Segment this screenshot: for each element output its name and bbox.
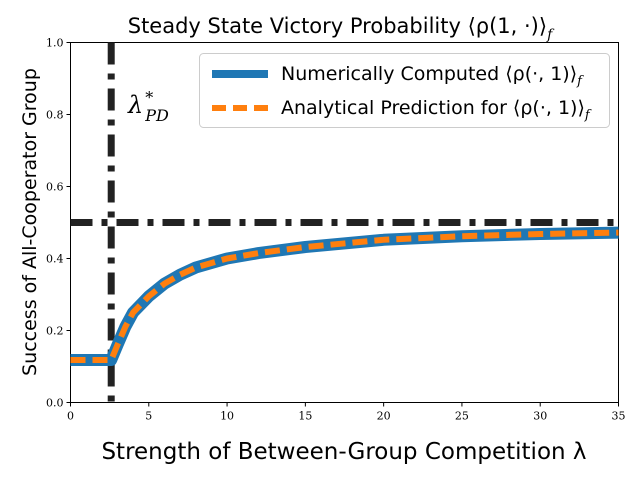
x-tick-label: 20 xyxy=(377,410,391,423)
x-tick-label: 10 xyxy=(220,410,234,423)
x-ticks: 0 5 10 15 20 25 30 35 xyxy=(67,402,626,423)
y-tick-label: 0.6 xyxy=(46,181,64,194)
x-tick-label: 25 xyxy=(455,410,469,423)
y-axis-label: Success of All-Cooperator Group xyxy=(19,68,41,376)
x-tick-label: 35 xyxy=(612,410,626,423)
legend-label-numerical: Numerically Computed ⟨ρ(·, 1)⟩f xyxy=(281,63,584,89)
y-tick-label: 0.0 xyxy=(46,397,64,410)
y-tick-label: 0.4 xyxy=(46,253,64,266)
y-tick-label: 0.8 xyxy=(46,109,64,122)
y-tick-label: 1.0 xyxy=(46,37,64,50)
y-tick-label: 0.2 xyxy=(46,325,64,338)
legend-label-numerical-sub: f xyxy=(576,74,584,89)
legend-label-analytical-main: Analytical Prediction for ⟨ρ(·, 1)⟩ xyxy=(281,97,585,119)
x-tick-label: 0 xyxy=(67,410,74,423)
series-line-analytical xyxy=(70,229,619,363)
chart-title: Steady State Victory Probability ⟨ρ(1, ·… xyxy=(128,14,555,43)
series-layer xyxy=(70,226,619,366)
legend-label-analytical: Analytical Prediction for ⟨ρ(·, 1)⟩f xyxy=(281,97,592,123)
x-tick-label: 30 xyxy=(533,410,547,423)
annotation-subscript: PD xyxy=(144,106,169,125)
legend-label-numerical-main: Numerically Computed ⟨ρ(·, 1)⟩ xyxy=(281,63,577,85)
annotation-superscript: * xyxy=(145,88,153,107)
x-tick-label: 15 xyxy=(298,410,312,423)
y-ticks: 0.0 0.2 0.4 0.6 0.8 1.0 xyxy=(46,37,71,410)
reference-lines xyxy=(70,42,619,403)
legend-box xyxy=(199,53,610,128)
x-tick-label: 5 xyxy=(145,410,152,423)
legend-label-analytical-sub: f xyxy=(584,108,592,123)
chart-title-main: Steady State Victory Probability ⟨ρ(1, ·… xyxy=(128,14,547,38)
lambda-pd-annotation: λ * PD xyxy=(127,88,169,125)
chart-title-sub: f xyxy=(546,27,555,43)
legend: Numerically Computed ⟨ρ(·, 1)⟩f Analytic… xyxy=(199,53,610,128)
x-axis-label: Strength of Between-Group Competition λ xyxy=(101,439,586,465)
annotation-symbol: λ xyxy=(127,91,143,119)
